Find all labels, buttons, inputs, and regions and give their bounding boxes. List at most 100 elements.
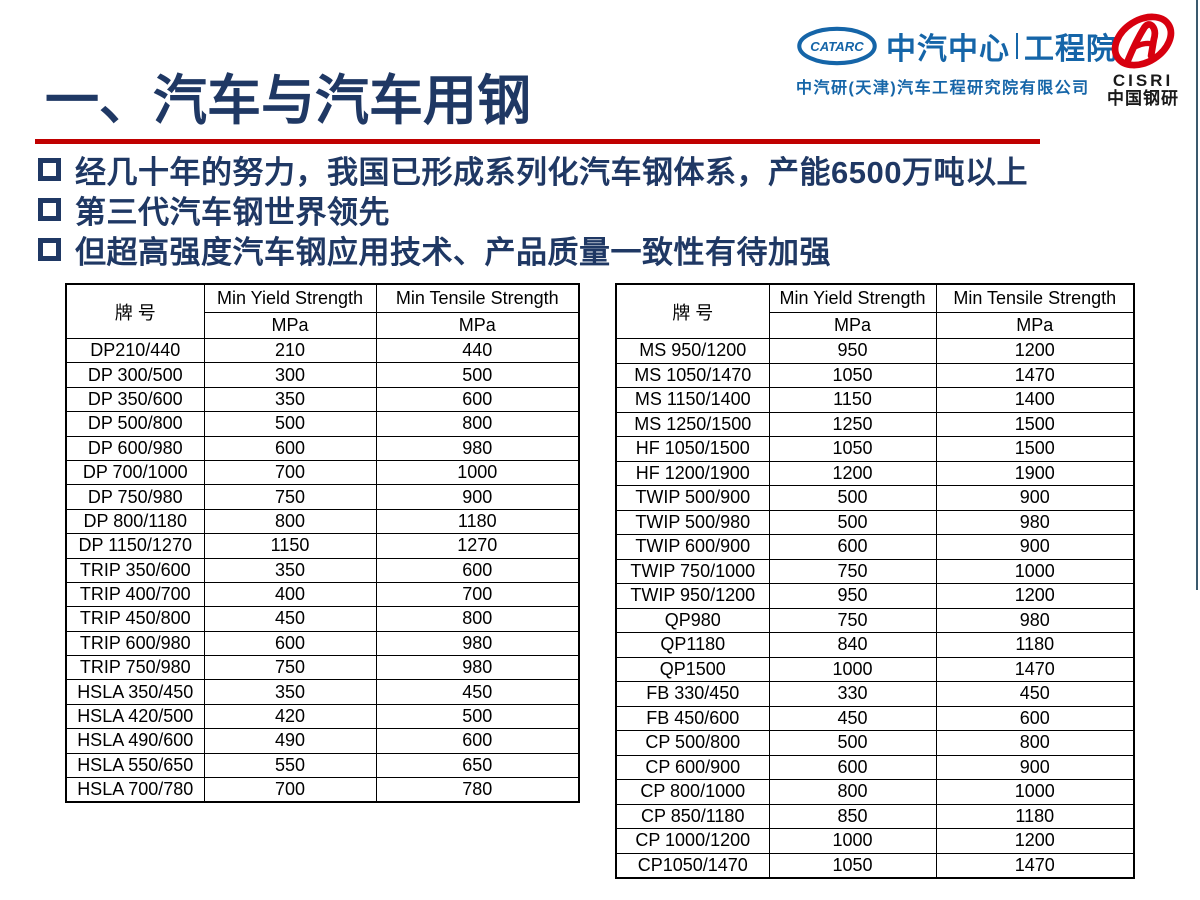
grade-cell: MS 1250/1500 <box>615 411 770 437</box>
yield-cell: 1000 <box>768 656 937 682</box>
table-row: CP 500/800 500 800 <box>615 730 1135 756</box>
tensile-cell: 600 <box>375 386 580 413</box>
tensile-cell: 1000 <box>935 558 1135 584</box>
tensile-cell: 980 <box>375 630 580 657</box>
table-row: TRIP 350/600 350 600 <box>65 557 580 583</box>
bullet-text: 但超高强度汽车钢应用技术、产品质量一致性有待加强 <box>75 234 831 270</box>
yield-cell: 600 <box>203 630 377 657</box>
grade-cell: TRIP 450/800 <box>65 606 205 632</box>
table-row: TWIP 750/1000 750 1000 <box>615 558 1135 584</box>
bullet-item: 经几十年的努力，我国已形成系列化汽车钢体系，产能6500万吨以上 <box>38 149 1028 190</box>
yield-cell: 1200 <box>768 460 937 486</box>
page-title: 一、汽车与汽车用钢 <box>45 71 531 131</box>
grade-cell: HF 1200/1900 <box>615 460 770 486</box>
yield-cell: 350 <box>203 386 377 413</box>
tensile-cell: 1200 <box>935 338 1135 364</box>
yield-cell: 950 <box>768 338 937 364</box>
table-row: MS 950/1200 950 1200 <box>615 338 1135 364</box>
table-row: DP 500/800 500 800 <box>65 411 580 437</box>
yield-cell: 300 <box>203 362 377 388</box>
yield-cell: 700 <box>203 777 377 803</box>
column-header-unit: MPa <box>203 312 377 339</box>
table-row: TRIP 450/800 450 800 <box>65 606 580 632</box>
grade-cell: CP1050/1470 <box>615 852 770 878</box>
yield-cell: 750 <box>768 558 937 584</box>
tensile-cell: 1470 <box>935 362 1135 388</box>
tensile-cell: 800 <box>375 606 580 632</box>
grade-cell: TWIP 750/1000 <box>615 558 770 584</box>
table-row: CP 1000/1200 1000 1200 <box>615 828 1135 854</box>
column-header-yield: Min Yield Strength <box>768 283 937 313</box>
table-row: HF 1200/1900 1200 1900 <box>615 460 1135 486</box>
yield-cell: 1000 <box>768 828 937 854</box>
grade-cell: DP 1150/1270 <box>65 533 205 559</box>
yield-cell: 600 <box>768 754 937 780</box>
table-row: HSLA 550/650 550 650 <box>65 752 580 779</box>
column-header-unit: MPa <box>375 312 580 339</box>
tensile-cell: 980 <box>935 607 1135 633</box>
tensile-cell: 900 <box>375 484 580 510</box>
grade-cell: HSLA 350/450 <box>65 679 205 705</box>
yield-cell: 500 <box>768 730 937 756</box>
cisri-logo-block: CISRI 中国钢研 <box>1104 10 1182 108</box>
grade-cell: MS 950/1200 <box>615 338 770 364</box>
yield-cell: 600 <box>203 435 377 461</box>
grade-cell: MS 1050/1470 <box>615 362 770 388</box>
yield-cell: 750 <box>203 655 377 681</box>
grade-cell: CP 800/1000 <box>615 779 770 805</box>
catarc-logo-icon: CATARC <box>797 26 877 66</box>
grade-cell: TRIP 600/980 <box>65 630 205 657</box>
table-body: DP210/440 210 440 DP 300/500 300 500 DP 350/60… <box>65 337 580 803</box>
table-row: FB 330/450 330 450 <box>615 681 1135 707</box>
yield-cell: 850 <box>768 803 937 829</box>
table-row: DP 1150/1270 1150 1270 <box>65 533 580 559</box>
grade-cell: HSLA 490/600 <box>65 728 205 754</box>
grade-cell: TRIP 350/600 <box>65 557 205 583</box>
table-row: QP1180 840 1180 <box>615 632 1135 658</box>
table-row: DP 300/500 300 500 <box>65 362 580 388</box>
table-row: TWIP 950/1200 950 1200 <box>615 583 1135 609</box>
tensile-cell: 1180 <box>375 508 580 535</box>
yield-cell: 950 <box>768 583 937 609</box>
yield-cell: 500 <box>203 411 377 437</box>
grade-cell: DP 500/800 <box>65 411 205 437</box>
tensile-cell: 1200 <box>935 828 1135 854</box>
grade-cell: HSLA 550/650 <box>65 752 205 779</box>
catarc-logo-block: CATARC 中汽中心 工程院 中汽研(天津)汽车工程研究院有限公司 <box>796 24 1116 98</box>
table-row: DP 600/980 600 980 <box>65 435 580 461</box>
grade-cell: CP 600/900 <box>615 754 770 780</box>
table-row: DP 700/1000 700 1000 <box>65 459 580 486</box>
table-row: CP 850/1180 850 1180 <box>615 803 1135 829</box>
yield-cell: 1050 <box>768 362 937 388</box>
grade-cell: QP980 <box>615 607 770 633</box>
table-row: TWIP 500/980 500 980 <box>615 509 1135 535</box>
tensile-cell: 600 <box>375 557 580 583</box>
column-header-unit: MPa <box>935 312 1135 339</box>
tensile-cell: 980 <box>375 655 580 681</box>
tensile-cell: 600 <box>375 728 580 754</box>
table-row: DP 750/980 750 900 <box>65 484 580 510</box>
grade-cell: TWIP 950/1200 <box>615 583 770 609</box>
table-row: CP1050/1470 1050 1470 <box>615 852 1135 878</box>
table-row: HSLA 490/600 490 600 <box>65 728 580 754</box>
grade-cell: DP 700/1000 <box>65 459 205 486</box>
cisri-name: 中国钢研 <box>1107 89 1179 108</box>
yield-cell: 550 <box>203 752 377 779</box>
table-row: HSLA 350/450 350 450 <box>65 679 580 705</box>
catarc-subtitle: 中汽研(天津)汽车工程研究院有限公司 <box>796 80 1090 97</box>
catarc-divider <box>1016 33 1018 59</box>
grade-cell: TWIP 500/980 <box>615 509 770 535</box>
catarc-name-sub: 工程院 <box>1024 33 1117 66</box>
table-row: TRIP 600/980 600 980 <box>65 630 580 657</box>
table-row: TWIP 600/900 600 900 <box>615 534 1135 560</box>
bullet-square-icon <box>38 237 61 261</box>
grade-cell: DP 350/600 <box>65 386 205 413</box>
yield-cell: 750 <box>768 607 937 633</box>
tensile-cell: 1500 <box>935 436 1135 462</box>
catarc-abbr-text: CATARC <box>810 39 864 54</box>
title-underline <box>35 139 1040 144</box>
tensile-cell: 900 <box>935 754 1135 780</box>
grade-cell: CP 850/1180 <box>615 803 770 829</box>
table-row: MS 1250/1500 1250 1500 <box>615 411 1135 437</box>
